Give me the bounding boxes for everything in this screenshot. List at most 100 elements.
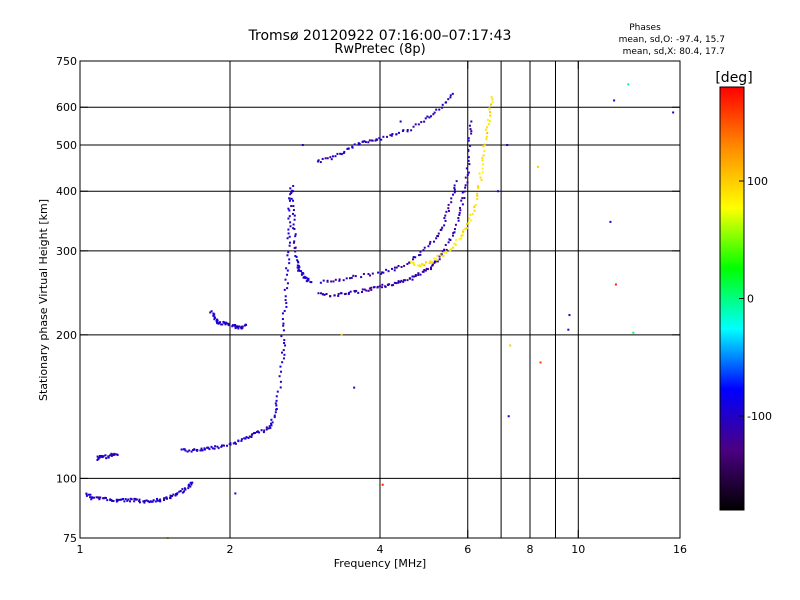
data-point xyxy=(417,272,420,275)
data-point xyxy=(469,128,472,131)
data-point xyxy=(143,499,146,502)
data-point xyxy=(444,219,447,222)
data-point xyxy=(347,147,350,150)
data-point xyxy=(444,244,447,247)
data-point xyxy=(466,173,469,176)
data-point xyxy=(402,129,405,132)
data-point xyxy=(190,483,193,486)
data-point xyxy=(429,260,432,263)
data-point xyxy=(353,386,356,389)
data-point xyxy=(467,150,470,153)
data-point xyxy=(267,427,270,430)
data-scatter xyxy=(166,83,675,539)
data-point xyxy=(460,199,463,202)
data-point xyxy=(105,457,108,460)
data-point xyxy=(302,272,305,275)
data-point xyxy=(296,259,299,262)
data-point xyxy=(181,488,184,491)
data-point xyxy=(237,327,240,330)
colorbar: 100 0 -100 xyxy=(719,86,772,511)
data-point xyxy=(336,152,339,155)
data-point xyxy=(286,273,289,276)
x-tick-label: 6 xyxy=(464,543,471,556)
data-point xyxy=(208,448,211,451)
data-point xyxy=(102,455,105,458)
data-point xyxy=(232,442,235,445)
data-point xyxy=(293,218,296,221)
data-point xyxy=(469,213,472,216)
data-point xyxy=(292,223,295,226)
data-point xyxy=(367,141,370,144)
data-point xyxy=(211,447,214,450)
data-point xyxy=(441,226,444,229)
data-point xyxy=(111,499,114,502)
data-point xyxy=(284,295,287,298)
data-point xyxy=(307,277,310,280)
data-point xyxy=(487,123,490,126)
data-point xyxy=(142,500,145,503)
data-point xyxy=(115,453,118,456)
data-point xyxy=(216,445,219,448)
chart-title: Tromsø 20120922 07:16:00–07:17:43 xyxy=(248,28,512,44)
data-point xyxy=(270,422,273,425)
data-point xyxy=(97,496,100,499)
data-point xyxy=(106,499,109,502)
data-point xyxy=(130,498,133,501)
data-point xyxy=(414,275,417,278)
data-point xyxy=(273,416,276,419)
data-point xyxy=(248,435,251,438)
data-point xyxy=(330,158,333,161)
data-point xyxy=(361,140,364,143)
data-point xyxy=(143,501,146,504)
data-point xyxy=(287,232,290,235)
data-point xyxy=(476,187,479,190)
colorbar-label: [deg] xyxy=(715,70,752,86)
data-point xyxy=(397,280,400,283)
data-point xyxy=(90,498,93,501)
data-point xyxy=(207,446,210,449)
data-point xyxy=(393,266,396,269)
data-point xyxy=(116,453,119,456)
data-point xyxy=(476,194,479,197)
data-point xyxy=(304,277,307,280)
data-point xyxy=(429,268,432,271)
data-point xyxy=(455,180,458,183)
data-point xyxy=(346,147,349,150)
data-point xyxy=(294,246,297,249)
data-point xyxy=(387,270,390,273)
data-point xyxy=(411,258,414,261)
data-point xyxy=(150,500,153,503)
data-point xyxy=(213,313,216,316)
data-point xyxy=(486,118,489,121)
data-point xyxy=(165,496,168,499)
data-point xyxy=(270,424,273,427)
data-point xyxy=(425,267,428,270)
data-point xyxy=(287,251,290,254)
data-point xyxy=(282,324,285,327)
data-point xyxy=(433,261,436,264)
colorbar-tick-label: -100 xyxy=(747,410,772,423)
data-point xyxy=(391,267,394,270)
data-point xyxy=(188,449,191,452)
data-point xyxy=(186,450,189,453)
data-point xyxy=(426,268,429,271)
data-point xyxy=(189,485,192,488)
data-point xyxy=(289,221,292,224)
data-point xyxy=(423,246,426,249)
data-point xyxy=(352,274,355,277)
data-point xyxy=(353,143,356,146)
data-point xyxy=(234,441,237,444)
data-point xyxy=(419,273,422,276)
data-point xyxy=(324,157,327,160)
phase-line-o: mean, sd,O: -97.4, 15.7 xyxy=(619,35,725,45)
data-point xyxy=(305,276,308,279)
data-point xyxy=(283,342,286,345)
data-point xyxy=(293,240,296,243)
data-point xyxy=(262,431,265,434)
data-point xyxy=(357,143,360,146)
data-point xyxy=(427,245,430,248)
data-point xyxy=(213,447,216,450)
data-point xyxy=(174,494,177,497)
data-point xyxy=(191,449,194,452)
data-point xyxy=(371,139,374,142)
